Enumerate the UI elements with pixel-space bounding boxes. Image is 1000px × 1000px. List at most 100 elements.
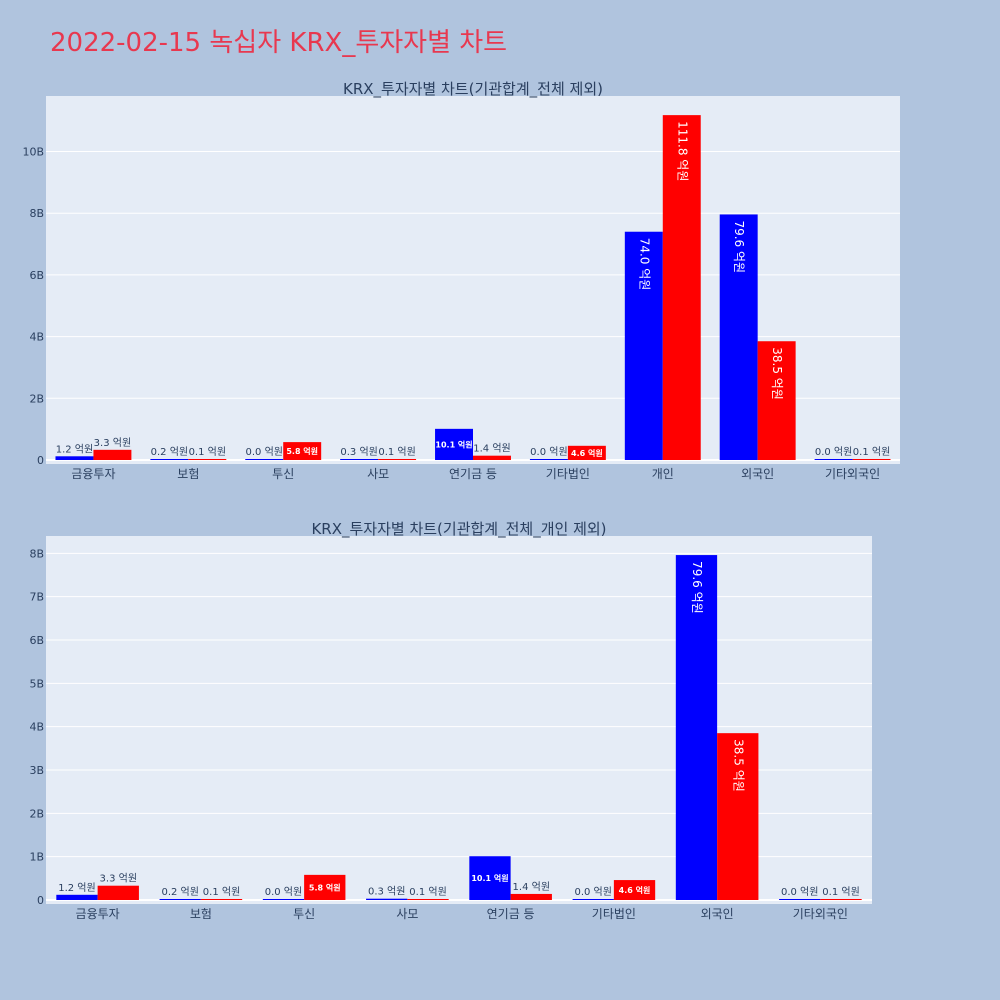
- x-tick-label: 금융투자: [76, 907, 120, 921]
- x-tick-label: 외국인: [741, 467, 774, 481]
- bar-blue: [159, 899, 201, 900]
- bar-blue: [262, 899, 305, 900]
- data-label: 3.3 억원: [100, 873, 137, 885]
- bar-red: [473, 455, 511, 460]
- bar-blue: [719, 214, 758, 460]
- data-label: 1.2 억원: [58, 882, 95, 894]
- bar-red: [510, 893, 552, 900]
- x-tick-label: 사모: [367, 467, 389, 481]
- data-label: 4.6 억원: [571, 448, 603, 458]
- y-tick-label: 7B: [29, 591, 44, 604]
- x-tick-label: 개인: [652, 467, 674, 481]
- data-label: 0.2 억원: [161, 886, 198, 898]
- y-tick-label: 2B: [29, 807, 44, 820]
- bar-red: [93, 449, 132, 460]
- data-label: 111.8 억원: [675, 121, 689, 181]
- data-label: 0.0 억원: [265, 886, 302, 898]
- data-label: 5.8 억원: [286, 446, 318, 456]
- y-tick-label: 8B: [29, 207, 44, 220]
- bar-blue: [245, 459, 284, 460]
- chart-title: KRX_투자자별 차트(기관합계_전체_개인 제외): [311, 520, 606, 539]
- data-label: 79.6 억원: [732, 220, 746, 273]
- data-label: 0.0 억원: [530, 446, 567, 458]
- bar-red: [200, 899, 243, 900]
- bar-red: [407, 899, 449, 900]
- bar-blue: [435, 428, 473, 460]
- data-label: 38.5 억원: [770, 347, 784, 400]
- data-label: 10.1 억원: [471, 873, 508, 883]
- x-tick-label: 연기금 등: [449, 467, 497, 481]
- bar-blue: [55, 456, 94, 460]
- bar-blue: [675, 555, 718, 900]
- x-tick-label: 투신: [293, 907, 315, 921]
- data-label: 0.3 억원: [368, 886, 405, 898]
- bar-red: [567, 445, 606, 460]
- bar-blue: [572, 899, 614, 900]
- x-tick-label: 기타법인: [592, 907, 636, 921]
- data-label: 0.0 억원: [246, 446, 283, 458]
- bar-red: [378, 459, 417, 460]
- bar-blue: [469, 856, 511, 900]
- y-tick-label: 5B: [29, 677, 44, 690]
- data-label: 0.2 억원: [151, 446, 188, 458]
- y-tick-label: 0: [37, 894, 44, 907]
- x-tick-label: 사모: [396, 907, 418, 921]
- y-tick-label: 2B: [29, 392, 44, 405]
- data-label: 0.1 억원: [853, 446, 890, 458]
- bar-red: [852, 459, 891, 460]
- bar-red: [717, 733, 759, 900]
- y-tick-label: 10B: [22, 146, 44, 159]
- x-tick-label: 연기금 등: [487, 907, 535, 921]
- data-label: 74.0 억원: [637, 238, 651, 291]
- bar-red: [662, 115, 701, 460]
- data-label: 38.5 억원: [731, 739, 745, 792]
- x-tick-label: 보험: [190, 907, 212, 921]
- bar-blue: [529, 459, 568, 460]
- bar-blue: [56, 894, 98, 900]
- page-title: 2022-02-15 녹십자 KRX_투자자별 차트: [50, 28, 508, 58]
- data-label: 0.1 억원: [409, 886, 446, 898]
- data-label: 0.1 억원: [189, 446, 226, 458]
- data-label: 10.1 억원: [435, 439, 472, 449]
- y-tick-label: 8B: [29, 547, 44, 560]
- bar-red: [304, 874, 346, 900]
- data-label: 1.2 억원: [56, 443, 93, 455]
- bar-red: [613, 880, 656, 900]
- y-tick-label: 4B: [29, 331, 44, 344]
- bar-blue: [366, 898, 408, 900]
- y-tick-label: 6B: [29, 634, 44, 647]
- y-tick-label: 0: [37, 454, 44, 467]
- bar-red: [757, 341, 796, 460]
- y-tick-label: 3B: [29, 764, 44, 777]
- x-tick-label: 금융투자: [71, 467, 115, 481]
- y-tick-label: 4B: [29, 721, 44, 734]
- data-label: 0.0 억원: [574, 886, 611, 898]
- bar-red: [820, 899, 862, 900]
- data-label: 0.0 억원: [815, 446, 852, 458]
- data-label: 0.1 억원: [822, 886, 859, 898]
- y-tick-label: 6B: [29, 269, 44, 282]
- x-tick-label: 기타법인: [546, 467, 590, 481]
- bar-blue: [340, 459, 379, 460]
- data-label: 0.1 억원: [203, 886, 240, 898]
- chart-2: 0 1B 2B 3B 4B 5B 6B 7B 8B KRX_투자자별 차트(기관합계_전체_개인 …: [29, 520, 872, 921]
- x-tick-label: 기타외국인: [825, 467, 880, 481]
- data-label: 5.8 억원: [309, 882, 341, 892]
- y-tick-label: 1B: [29, 851, 44, 864]
- data-label: 1.4 억원: [513, 881, 550, 893]
- bar-red: [97, 885, 139, 900]
- data-label: 79.6 억원: [690, 561, 704, 614]
- data-label: 4.6 억원: [619, 885, 651, 895]
- x-tick-label: 투신: [272, 467, 294, 481]
- bar-red: [188, 459, 227, 460]
- data-label: 0.3 억원: [340, 446, 377, 458]
- chart-title: KRX_투자자별 차트(기관합계_전체 제외): [343, 80, 603, 99]
- bar-blue: [779, 899, 821, 900]
- chart-1: 0 2B 4B 6B 8B 10B KRX_투자자별 차트(기관합계_전체 제외) 금융투자 1…: [22, 80, 900, 481]
- data-label: 3.3 억원: [94, 437, 131, 449]
- data-label: 0.1 억원: [378, 446, 415, 458]
- x-tick-label: 기타외국인: [793, 907, 848, 921]
- bar-blue: [814, 459, 853, 460]
- bar-blue: [624, 231, 663, 460]
